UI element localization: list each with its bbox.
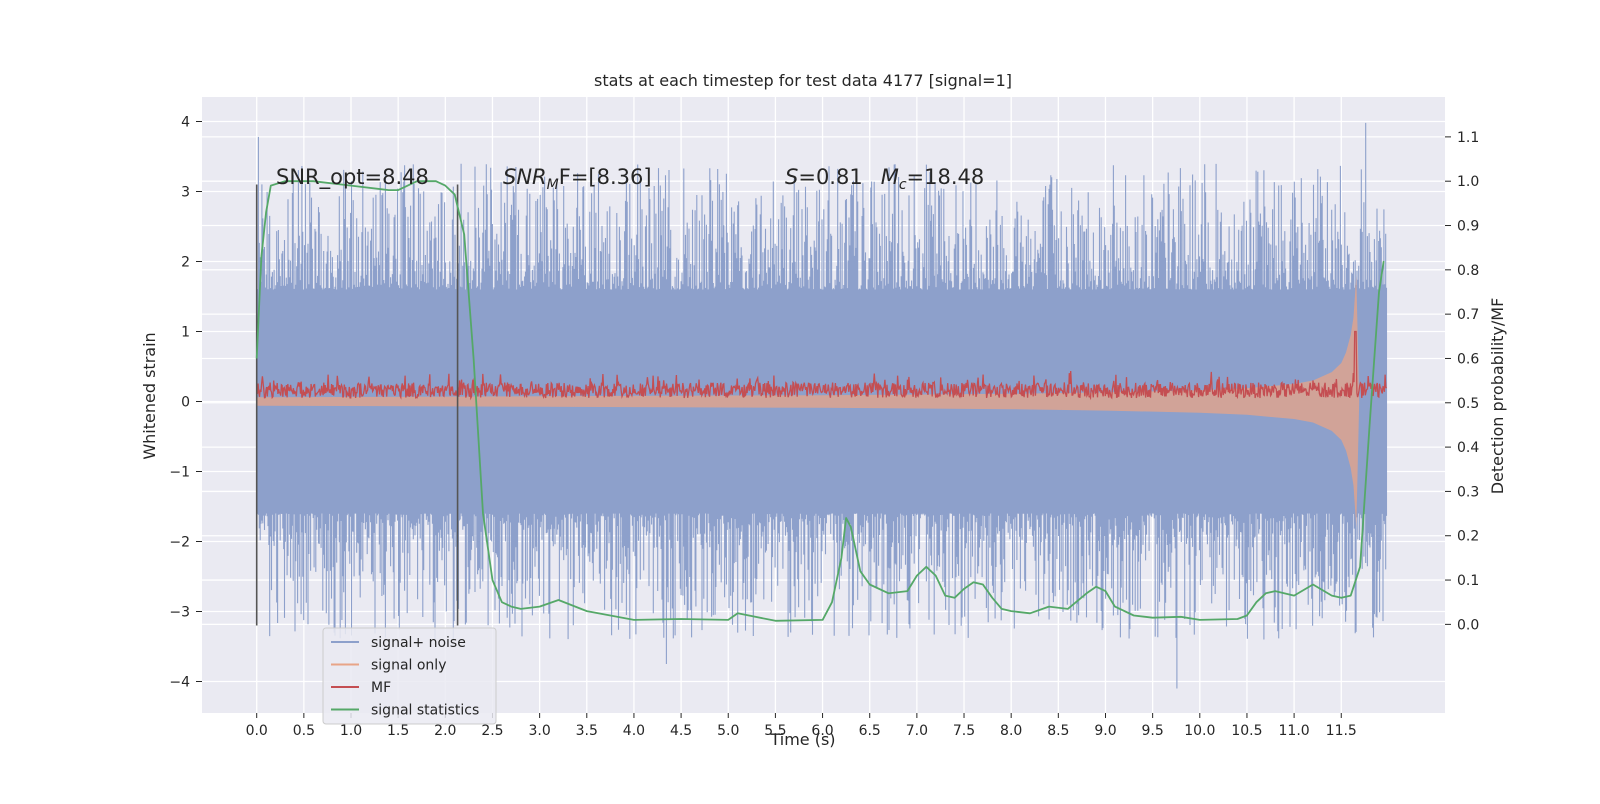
y-right-tick-label: 0.3: [1457, 484, 1479, 500]
y-axis-ticks-left: −4 −3 −2 −1 0 1 2 3 4: [169, 115, 202, 691]
x-tick-label: 8.5: [1047, 723, 1069, 739]
legend-label: signal+ noise: [371, 635, 466, 651]
x-tick-label: 9.0: [1094, 723, 1116, 739]
y-tick-label: −2: [169, 535, 190, 551]
y-tick-label: 3: [181, 185, 190, 201]
signal-statistics-line: [255, 180, 1385, 622]
y-right-tick-label: 0.5: [1457, 396, 1479, 412]
x-tick-label: 10.0: [1184, 723, 1215, 739]
annotation-mc-symbol: M: [881, 165, 899, 189]
y-right-tick-label: 1.0: [1457, 174, 1479, 190]
annotation-snr-mf: SNRMF=[8.36]: [503, 165, 652, 193]
y-right-tick-label: 0.0: [1457, 617, 1479, 633]
x-tick-label: 10.5: [1231, 723, 1262, 739]
vertical-markers: [255, 184, 459, 626]
y-right-tick-label: 0.1: [1457, 573, 1479, 589]
x-tick-label: 9.5: [1142, 723, 1164, 739]
y-axis-ticks-right: 0.0 0.1 0.2 0.3 0.4 0.5 0.6 0.7 0.8 0.9 1.0 1.1: [1445, 130, 1479, 633]
y-axis-label-right: Detection probability/MF: [1488, 298, 1507, 495]
x-tick-label: 0.5: [293, 723, 315, 739]
y-axis-label-left: Whitened strain: [140, 332, 159, 459]
x-tick-label: 2.0: [434, 723, 456, 739]
chart-title: stats at each timestep for test data 417…: [594, 71, 1012, 90]
x-tick-label: 8.0: [1000, 723, 1022, 739]
y-tick-label: 1: [181, 325, 190, 341]
annotation-snr-mf-rest: F=[8.36]: [559, 165, 652, 189]
y-tick-label: −3: [169, 605, 190, 621]
annotation-snr-mf-sub: M: [547, 177, 559, 193]
annotation-snr-opt: SNR_opt=8.48: [276, 165, 429, 190]
x-tick-label: 3.5: [576, 723, 598, 739]
y-right-tick-label: 0.7: [1457, 307, 1479, 323]
annotation-mc-value: =18.48: [907, 165, 985, 189]
x-tick-label: 5.5: [764, 723, 786, 739]
legend-label: MF: [371, 680, 391, 696]
mf-line: [256, 330, 1388, 401]
x-tick-label: 11.0: [1279, 723, 1310, 739]
y-tick-label: 0: [181, 395, 190, 411]
x-tick-label: 0.0: [246, 723, 268, 739]
legend-label: signal statistics: [371, 703, 479, 719]
y-tick-label: 2: [181, 255, 190, 271]
x-tick-label: 1.0: [340, 723, 362, 739]
legend: signal+ noise signal only MF signal statist…: [322, 627, 497, 725]
y-right-tick-label: 0.6: [1457, 351, 1479, 367]
x-tick-label: 3.0: [528, 723, 550, 739]
x-tick-label: 4.0: [623, 723, 645, 739]
y-tick-label: 4: [181, 115, 190, 131]
y-right-tick-label: 0.2: [1457, 529, 1479, 545]
x-axis-ticks: 0.0 0.5 1.0 1.5 2.0 2.5 3.0 3.5 4.0 4.5 5.0 5.5 6.0 6…: [246, 713, 1357, 739]
annotation-s-mc: S=0.81 Mc=18.48: [785, 165, 984, 193]
signal-only-envelope: [256, 275, 1360, 528]
y-tick-label: −4: [169, 675, 190, 691]
series-mf: [256, 330, 1388, 401]
series-signal-statistics: [255, 180, 1385, 622]
x-tick-label: 11.5: [1326, 723, 1357, 739]
x-axis-label: Time (s): [769, 730, 835, 749]
x-tick-label: 4.5: [670, 723, 692, 739]
y-right-tick-label: 0.8: [1457, 263, 1479, 279]
annotation-snr-mf-main: SNR: [503, 165, 547, 189]
y-right-tick-label: 0.9: [1457, 219, 1479, 235]
legend-label: signal only: [371, 658, 446, 674]
y-right-tick-label: 1.1: [1457, 130, 1479, 146]
annotation-mc-sub: c: [899, 177, 907, 193]
x-tick-label: 7.0: [906, 723, 928, 739]
x-tick-label: 6.0: [811, 723, 833, 739]
y-tick-label: −1: [169, 465, 190, 481]
series-signal-only: [256, 275, 1360, 528]
y-right-tick-label: 0.4: [1457, 440, 1479, 456]
x-tick-label: 7.5: [953, 723, 975, 739]
x-tick-label: 6.5: [859, 723, 881, 739]
legend-box: [322, 627, 497, 725]
x-tick-label: 1.5: [387, 723, 409, 739]
x-tick-label: 5.0: [717, 723, 739, 739]
x-tick-label: 2.5: [481, 723, 503, 739]
annotation-s-value: =0.81: [798, 165, 862, 189]
annotation-s-symbol: S: [785, 165, 798, 189]
